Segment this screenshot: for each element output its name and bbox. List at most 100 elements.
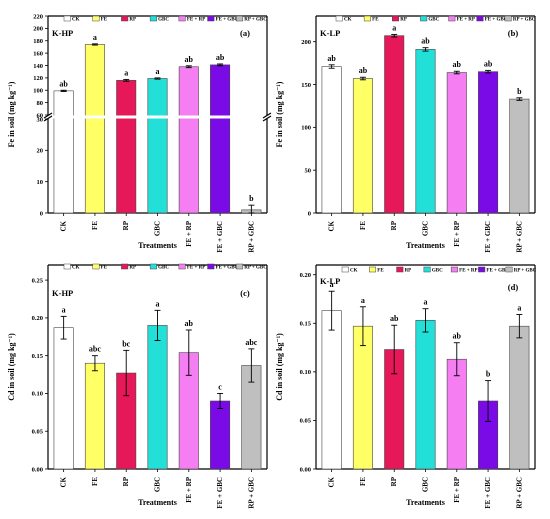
legend-swatch <box>92 263 100 270</box>
legend-swatch <box>423 266 431 273</box>
y-tick-label: 140 <box>33 63 43 70</box>
y-tick-label: 0.20 <box>300 272 311 279</box>
x-tick-label: RP <box>122 476 130 486</box>
x-tick-label: FE + RP <box>453 220 461 246</box>
legend-swatch <box>63 263 71 270</box>
panel-letter: (d) <box>508 282 519 292</box>
bar-gbc <box>147 325 168 470</box>
legend-label: FE <box>372 18 379 23</box>
significance-letter: a <box>392 23 396 32</box>
significance-letter: b <box>486 370 491 379</box>
legend-swatch <box>341 266 349 273</box>
legend-swatch <box>207 15 215 22</box>
chart-panel-c: 0.00 0.05 0.10 0.15 0.20 0.25 CK FE RP GBC FE + RP… <box>7 263 268 509</box>
legend-label: RP <box>405 269 412 274</box>
significance-letter: a <box>330 280 334 289</box>
y-axis-title: Fe in soil (mg kg⁻¹) <box>7 81 16 147</box>
x-tick-label: FE + RP <box>185 476 193 502</box>
x-tick-label: FE + RP <box>453 476 461 502</box>
significance-letter: a <box>124 68 128 77</box>
significance-letter: abc <box>245 338 257 347</box>
y-tick-label: 100 <box>33 88 43 95</box>
axis-break-mark <box>262 115 272 122</box>
chart-panel-b: 0 50 100 150 200 CK FE RP GBC FE + RP FE + GBC RP +… <box>275 15 536 253</box>
legend-label: RP <box>129 18 136 23</box>
legend-label: CK <box>350 269 358 274</box>
axis-break-mark <box>43 115 53 122</box>
significance-letter: abc <box>89 345 101 354</box>
legend-swatch <box>335 15 343 22</box>
significance-letter: a <box>62 305 66 314</box>
significance-letter: a <box>93 33 97 42</box>
y-tick-label: 0.05 <box>32 429 44 436</box>
legend-label: FE + RP <box>187 266 205 271</box>
legend-label: FE + GBC <box>486 269 509 274</box>
y-tick-label: 0.10 <box>32 391 43 398</box>
x-tick-label: CK <box>60 220 68 231</box>
bar-ck <box>53 90 74 214</box>
legend-swatch <box>392 15 400 22</box>
y-tick-label: 200 <box>33 26 43 33</box>
significance-letter: ab <box>453 60 462 69</box>
y-tick-label: 30 <box>37 116 44 123</box>
axis-break-mark <box>262 112 272 119</box>
site-label: K-HP <box>52 28 73 38</box>
y-tick-label: 180 <box>33 38 43 45</box>
legend-label: FE + RP <box>457 18 475 23</box>
bar-ck <box>321 66 342 214</box>
legend-swatch <box>448 15 456 22</box>
x-tick-label: RP + GBC <box>515 221 523 253</box>
x-tick-label: FE + GBC <box>484 221 492 253</box>
x-axis-title: Treatments <box>406 498 445 507</box>
legend-label: FE <box>101 18 108 23</box>
y-tick-label: 0.15 <box>300 321 312 328</box>
x-tick-label: GBC <box>154 477 162 492</box>
y-tick-label: 60 <box>37 112 44 119</box>
significance-letter: b <box>249 194 254 203</box>
legend-label: RP <box>400 18 407 23</box>
y-tick-label: 0.00 <box>300 466 311 473</box>
x-tick-label: RP + GBC <box>247 477 255 509</box>
bar-fe <box>84 44 105 214</box>
legend-label: RP + GBC <box>244 18 267 23</box>
axis-break-mark <box>43 112 53 119</box>
legend-label: FE + RP <box>187 18 205 23</box>
significance-letter: ab <box>390 314 399 323</box>
significance-letter: ab <box>59 79 68 88</box>
panel-letter: (a) <box>240 28 250 38</box>
legend-swatch <box>178 263 186 270</box>
legend-label: GBC <box>158 18 169 23</box>
x-tick-label: RP + GBC <box>247 221 255 253</box>
chart-panel-d: 0.00 0.05 0.10 0.15 0.20 CK FE RP GBC FE + RP FE +… <box>275 264 537 509</box>
bar-fe-gbc <box>210 64 231 214</box>
site-label: K-HP <box>52 288 73 298</box>
bar-ck <box>53 327 74 470</box>
legend-swatch <box>121 263 129 270</box>
legend-swatch <box>207 263 215 270</box>
legend-label: CK <box>72 18 80 23</box>
significance-letter: ab <box>327 54 336 63</box>
bar-fe <box>352 78 373 214</box>
axis-break-gap <box>47 115 268 119</box>
legend-swatch <box>236 263 244 270</box>
legend-label: GBC <box>432 269 443 274</box>
legend-swatch <box>178 15 186 22</box>
legend-swatch <box>505 266 513 273</box>
x-tick-label: GBC <box>422 221 430 236</box>
x-tick-label: GBC <box>154 221 162 236</box>
x-tick-label: RP <box>390 476 398 486</box>
y-tick-label: 0 <box>40 210 43 217</box>
y-tick-label: 150 <box>301 82 311 89</box>
panel-letter: (c) <box>240 288 250 298</box>
y-tick-label: 0.05 <box>300 418 312 425</box>
legend-swatch <box>504 15 512 22</box>
bar-fe-rp <box>178 66 199 214</box>
y-tick-label: 200 <box>301 39 311 46</box>
bar-fe <box>352 325 373 470</box>
significance-letter: ab <box>421 37 430 46</box>
significance-letter: a <box>361 296 365 305</box>
bar-rp-gbc <box>509 325 530 470</box>
bar-fe-gbc <box>478 71 499 214</box>
x-tick-label: GBC <box>422 477 430 492</box>
